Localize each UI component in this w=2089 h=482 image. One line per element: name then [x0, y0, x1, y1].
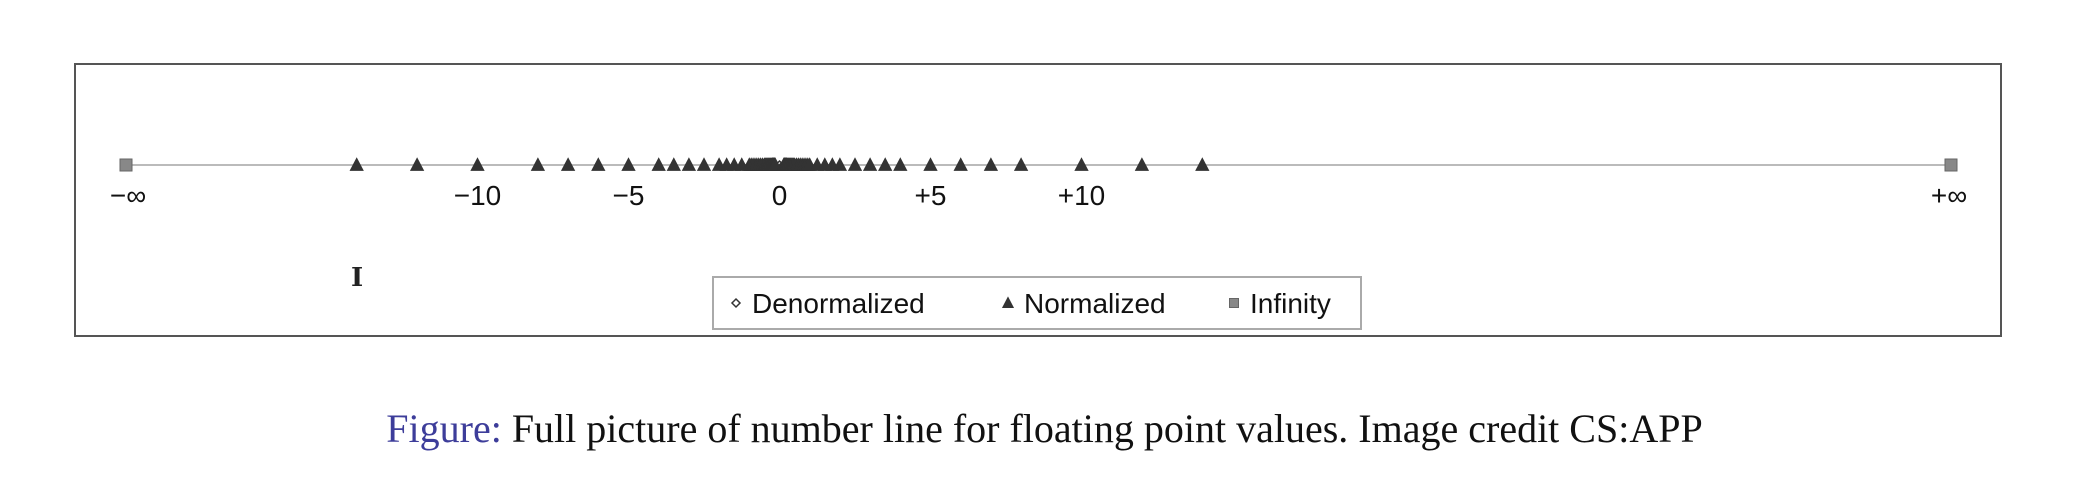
- tick-label: 0: [772, 180, 788, 211]
- tick-label: −∞: [110, 180, 146, 211]
- figure-panel: −∞ −10 −5 0 +5 +10 +∞ Denormalized Normalized In…: [74, 63, 2002, 337]
- number-line-chart: −∞ −10 −5 0 +5 +10 +∞ Denormalized Normalized In…: [110, 157, 1967, 330]
- normalized-point: [832, 157, 848, 171]
- normalized-point: [1134, 157, 1150, 171]
- tick-label: +10: [1058, 180, 1106, 211]
- legend-marker-normalized: [1001, 296, 1015, 308]
- normalized-point: [893, 157, 908, 171]
- normalized-point: [530, 157, 546, 171]
- normalized-point: [681, 157, 697, 171]
- normalized-point: [560, 157, 576, 171]
- caption-text: Full picture of number line for floating…: [501, 406, 1703, 451]
- normalized-point: [349, 157, 364, 171]
- normalized-point: [409, 157, 425, 171]
- normalized-point: [862, 157, 878, 171]
- legend-label-denormalized: Denormalized: [752, 288, 925, 319]
- infinity-point: [119, 158, 133, 172]
- tick-label: +∞: [1931, 180, 1967, 211]
- normalized-point: [591, 157, 606, 171]
- legend-marker-infinity: [1229, 298, 1239, 308]
- normalized-point: [470, 157, 485, 171]
- normalized-point: [666, 157, 681, 171]
- legend-label-normalized: Normalized: [1024, 288, 1166, 319]
- tick-label: −5: [613, 180, 645, 211]
- tick-labels: −∞ −10 −5 0 +5 +10 +∞: [110, 180, 1967, 211]
- normalized-point: [651, 157, 666, 171]
- normalized-point: [1013, 157, 1029, 171]
- legend-marker-denormalized: [730, 297, 742, 309]
- tick-label: +5: [915, 180, 947, 211]
- text-cursor-icon: I: [351, 263, 364, 293]
- caption-label: Figure:: [386, 406, 502, 451]
- normalized-point: [1195, 157, 1210, 171]
- legend-label-infinity: Infinity: [1250, 288, 1331, 319]
- infinity-point: [1944, 158, 1958, 172]
- normalized-point: [847, 157, 863, 171]
- normalized-point: [1074, 157, 1089, 171]
- tick-label: −10: [454, 180, 502, 211]
- normalized-point: [696, 157, 712, 171]
- figure-caption: Figure: Full picture of number line for …: [0, 405, 2089, 452]
- normalized-point: [878, 157, 893, 171]
- legend: Denormalized Normalized Infinity: [712, 276, 1362, 330]
- normalized-point: [953, 157, 968, 171]
- normalized-point: [983, 157, 999, 171]
- data-marks: [119, 157, 1958, 172]
- legend-box: [712, 276, 1362, 330]
- normalized-point: [621, 157, 636, 171]
- normalized-point: [923, 157, 938, 171]
